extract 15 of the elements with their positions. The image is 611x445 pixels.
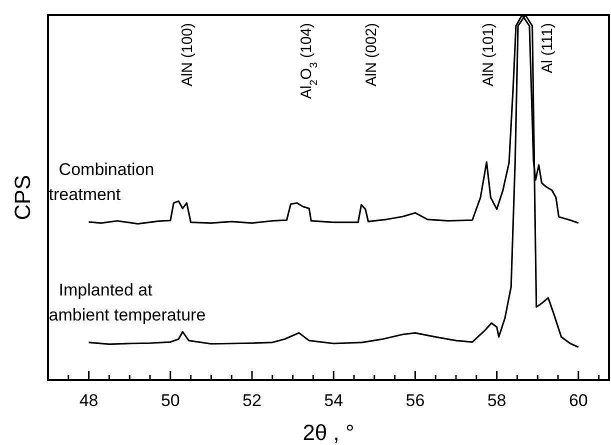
annotation: AlN (002) <box>363 23 380 86</box>
x-tick-label: 58 <box>487 391 506 410</box>
x-axis-title: 2θ , ° <box>302 420 354 445</box>
annotation: AlN (101) <box>480 23 497 86</box>
series-label: Implanted at ambient temperature <box>48 280 206 324</box>
x-tick-label: 56 <box>406 391 425 410</box>
annotation: AlN (100) <box>179 23 196 86</box>
x-tick-label: 50 <box>160 391 180 410</box>
x-tick-label: 48 <box>79 391 98 410</box>
x-tick-label: 60 <box>568 391 588 410</box>
y-axis-title: CPS <box>10 174 35 220</box>
series-label: Combination treatment <box>48 160 154 204</box>
annotation: Al (111) <box>539 22 556 74</box>
x-tick-label: 54 <box>324 391 344 410</box>
x-tick-label: 52 <box>242 391 262 410</box>
